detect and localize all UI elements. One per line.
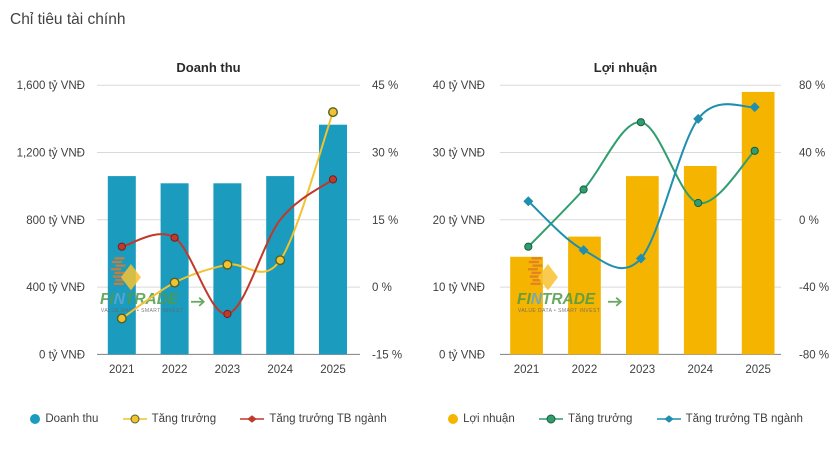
svg-text:-15 %: -15 % [372,349,402,361]
svg-text:2025: 2025 [745,364,771,376]
svg-text:2023: 2023 [215,364,241,376]
svg-text:30 tỷ VNĐ: 30 tỷ VNĐ [433,148,485,160]
svg-text:2025: 2025 [320,364,346,376]
svg-text:-80 %: -80 % [799,349,829,361]
svg-text:2022: 2022 [162,364,188,376]
svg-text:2024: 2024 [267,364,293,376]
svg-text:10 tỷ VNĐ: 10 tỷ VNĐ [433,282,485,294]
svg-text:30 %: 30 % [372,148,398,160]
svg-text:1,600 tỷ VNĐ: 1,600 tỷ VNĐ [17,80,85,92]
svg-text:400 tỷ VNĐ: 400 tỷ VNĐ [26,282,85,294]
svg-text:2024: 2024 [687,364,713,376]
svg-text:VALUE DATA • SMART INVEST: VALUE DATA • SMART INVEST [101,308,183,314]
svg-text:80 %: 80 % [799,80,825,92]
svg-text:20 tỷ VNĐ: 20 tỷ VNĐ [433,215,485,227]
svg-text:2021: 2021 [514,364,540,376]
svg-text:2021: 2021 [109,364,135,376]
svg-text:40 %: 40 % [799,148,825,160]
svg-text:45 %: 45 % [372,80,398,92]
svg-text:0 %: 0 % [799,215,819,227]
svg-text:800 tỷ VNĐ: 800 tỷ VNĐ [26,215,85,227]
svg-text:0 tỷ VNĐ: 0 tỷ VNĐ [39,349,85,361]
svg-text:2022: 2022 [572,364,598,376]
svg-text:FINTRADE: FINTRADE [517,291,596,308]
svg-text:1,200 tỷ VNĐ: 1,200 tỷ VNĐ [17,148,85,160]
svg-text:0 %: 0 % [372,282,392,294]
svg-text:0 tỷ VNĐ: 0 tỷ VNĐ [439,349,485,361]
svg-text:-40 %: -40 % [799,282,829,294]
svg-text:2023: 2023 [630,364,656,376]
svg-text:40 tỷ VNĐ: 40 tỷ VNĐ [433,80,485,92]
svg-text:VALUE DATA • SMART INVEST: VALUE DATA • SMART INVEST [518,308,600,314]
svg-text:15 %: 15 % [372,215,398,227]
